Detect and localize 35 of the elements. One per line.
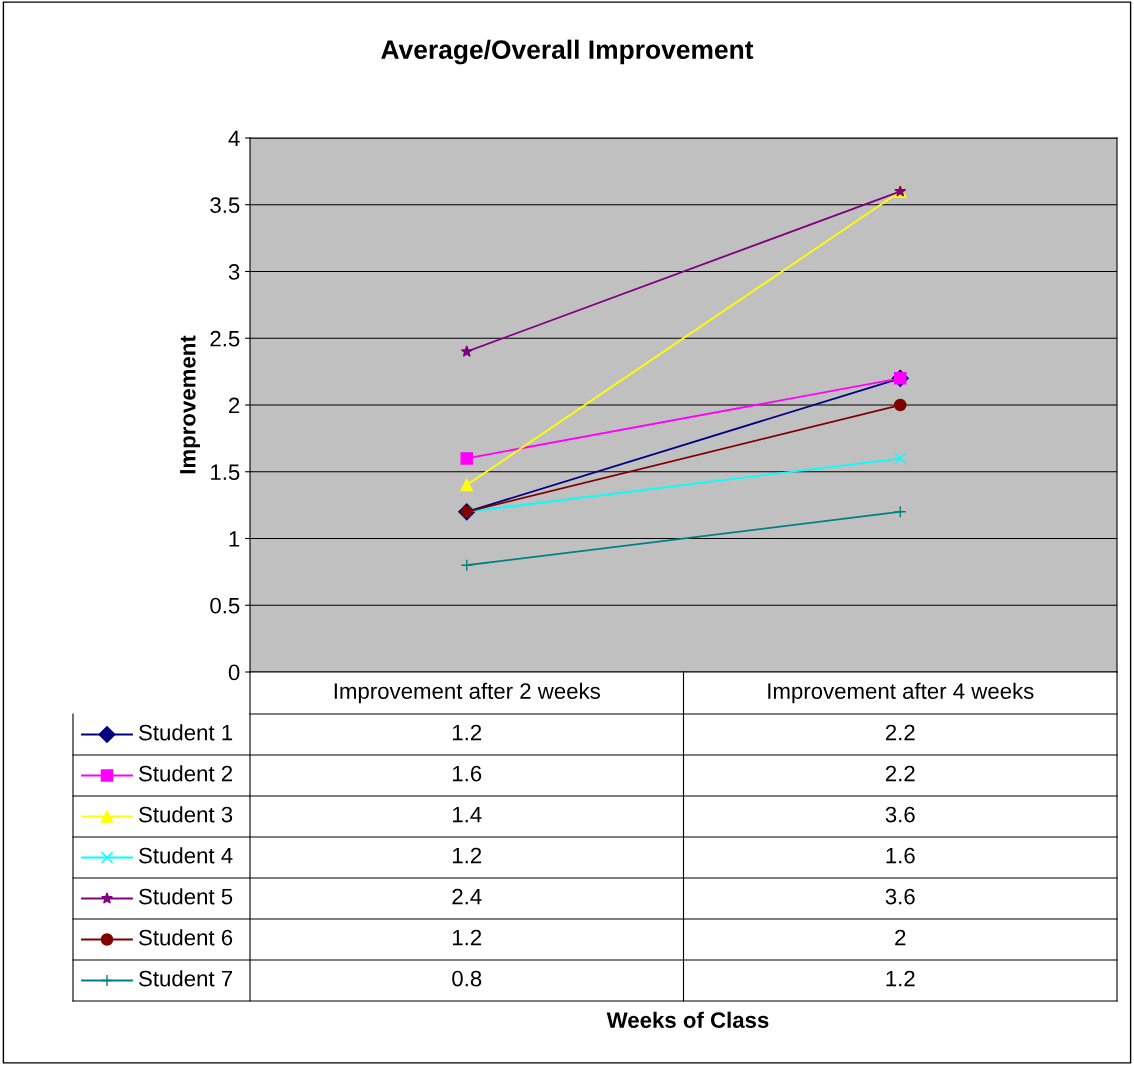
data-label: 1.6 [886,847,915,864]
data-label: 2.2 [885,724,915,741]
data-label: 0.8 [452,970,482,987]
data-label: 1.2 [453,724,482,741]
y-tick-label: 3.5 [210,197,240,214]
y-tick-label: 2.5 [210,330,240,347]
data-label: 1.4 [453,806,482,823]
data-label: 3.6 [885,888,915,905]
y-tick-label: 0.5 [210,597,240,614]
chart-title: Average/Overall Improvement [381,39,754,65]
legend-label: Student 7 [139,970,233,987]
x-tick-label: Improvement after 2 weeks [334,682,600,704]
text: Weeks of Class [606,1011,769,1028]
data-label: 1.2 [886,970,915,987]
y-tick-label: 4 [228,130,240,147]
y-axis-title: Improvement [180,335,200,474]
data-label: 1.2 [453,847,482,864]
legend-label: Student 3 [139,806,233,823]
y-tick-label: 3 [228,264,240,280]
legend-label: Student 4 [139,847,233,864]
data-label: 2 [895,929,906,946]
legend-label: Student 2 [139,765,233,782]
data-label: 3.6 [885,806,915,823]
x-tick-label: Improvement after 4 weeks [768,682,1034,704]
y-tick-label: 1.5 [211,464,240,481]
y-tick-label: 1 [229,531,240,547]
data-label: 2.4 [452,888,482,905]
legend-label: Student 5 [139,888,233,905]
data-label: 1.6 [453,765,482,782]
y-tick-label: 2 [229,397,240,414]
y-tick-label: 0 [228,664,240,681]
legend-label: Student 6 [139,929,233,946]
data-label: 2.2 [885,765,915,782]
data-label: 1.2 [453,929,482,946]
legend-label: Student 1 [139,724,233,741]
